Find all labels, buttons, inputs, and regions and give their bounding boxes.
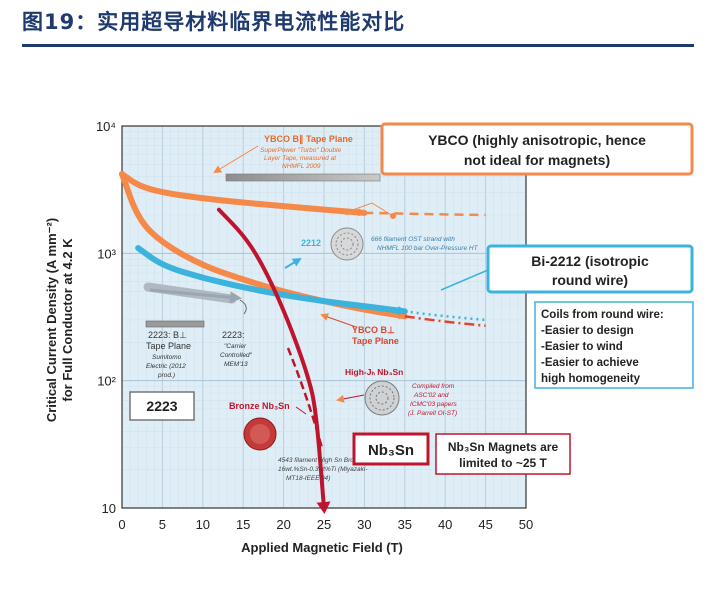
b2212-label: 2212 xyxy=(301,238,321,248)
figure-title: 图19：实用超导材料临界电流性能对比 xyxy=(22,10,406,34)
ybco-par-marker-link xyxy=(346,202,394,217)
y-tick-label: 10 xyxy=(102,501,116,516)
highj-note-4: (J. Parrell OI-ST) xyxy=(408,410,457,417)
y-tick-labels: 10⁴ 10³ 10² 10 xyxy=(96,119,117,516)
series-ybco-b-tape-plane-line xyxy=(119,170,368,217)
callout-nb3sn-limit-line1: Nb₃Sn Magnets are xyxy=(448,440,559,454)
ybco-perp-label-1: YBCO B⊥ xyxy=(352,325,395,335)
highj-note-3: ICMC'03 papers xyxy=(410,401,458,408)
x-tick-labels: 0 5 10 15 20 25 30 35 40 45 50 xyxy=(118,517,533,532)
x-axis-label: Applied Magnetic Field (T) xyxy=(241,540,403,555)
callout-coils-line4: -Easier to achieve xyxy=(541,357,639,369)
bronze-note-2: 16wt.%Sn-0.3wt%Ti (Miyazaki- xyxy=(278,466,368,473)
title-rule xyxy=(22,44,694,47)
b2212-strand-icon xyxy=(330,227,364,261)
callout-ybco-line1: YBCO (highly anisotropic, hence xyxy=(428,132,646,148)
series-ybco-b-tape-plane-extension xyxy=(404,315,486,327)
callout-2223-text: 2223 xyxy=(146,398,177,414)
bronze-note-1: 4543 filament High Sn Bronze- xyxy=(278,457,367,464)
x-tick-label: 5 xyxy=(159,517,166,532)
bi2223-cc-note-1: "Carrier xyxy=(224,343,247,350)
bi2223-tape-icon xyxy=(145,320,205,328)
x-tick-label: 20 xyxy=(276,517,290,532)
highj-label: High-Jₕ Nb₃Sn xyxy=(345,367,403,377)
highj-strand-icon xyxy=(364,380,400,416)
x-tick-label: 10 xyxy=(196,517,210,532)
bi2223-cc-label: 2223: xyxy=(222,330,245,340)
y-tick-label: 10² xyxy=(97,374,116,389)
ybco-par-note-3: NHMFL 2009 xyxy=(282,163,321,170)
bi2223-cc-note-3: MEM'13 xyxy=(224,361,248,368)
x-tick-label: 50 xyxy=(519,517,533,532)
y-axis-label-line1: Critical Current Density (A mm⁻²) xyxy=(44,218,59,422)
bi2223-par-note-3: prod.) xyxy=(157,372,175,379)
series-2212-line xyxy=(135,245,408,315)
x-tick-label: 25 xyxy=(317,517,331,532)
bronze-pointer xyxy=(295,406,307,415)
highj-pointer xyxy=(336,394,365,403)
series-nb-sn-line xyxy=(216,207,331,514)
callout-nb3sn-text: Nb₃Sn xyxy=(368,442,414,459)
callout-nb3sn-limit xyxy=(435,433,571,475)
x-tick-label: 0 xyxy=(118,517,125,532)
x-tick-label: 45 xyxy=(478,517,492,532)
x-tick-label: 35 xyxy=(398,517,412,532)
series-layer xyxy=(119,170,486,514)
y-axis-label: Critical Current Density (A mm⁻²) for Fu… xyxy=(44,218,75,422)
ybco-par-note-2: Layer Tape, measured at xyxy=(264,155,337,162)
ybco-par-note-1: SuperPower "Turbo" Double xyxy=(260,147,341,154)
highj-note-2: ASC'02 and xyxy=(413,392,449,399)
grid xyxy=(122,126,526,508)
bi2223-par-arrow xyxy=(149,288,242,304)
callout-bi2212 xyxy=(486,244,694,294)
x-tick-label: 15 xyxy=(236,517,250,532)
bi2223-par-note-2: Electric (2012 xyxy=(146,363,186,370)
highj-nb3sn-curve xyxy=(286,347,324,449)
x-tick-label: 40 xyxy=(438,517,452,532)
highj-note-1: Compiled from xyxy=(412,383,455,390)
callout-bi2212-connector xyxy=(440,269,489,291)
callout-nb3sn xyxy=(352,432,430,466)
b2212-note-2: NHMFL 100 bar Over-Pressure HT xyxy=(377,245,479,252)
ybco-perp-label-2: Tape Plane xyxy=(352,336,399,346)
callout-bi2212-line2: round wire) xyxy=(552,272,628,288)
callout-2223 xyxy=(129,391,195,421)
callout-nb3sn-limit-line2: limited to ~25 T xyxy=(459,456,547,470)
ybco-par-pointer xyxy=(213,145,259,174)
b2212-note-1: 666 filament OST strand with xyxy=(371,236,455,243)
bi2223-par-label-1: 2223: B⊥ xyxy=(148,330,187,340)
bronze-label: Bronze Nb₃Sn xyxy=(229,401,290,411)
bi2223-par-note-1: Sumitomo xyxy=(152,354,182,361)
callout-coils-line2: -Easier to design xyxy=(541,325,634,337)
callout-bi2212-line1: Bi-2212 (isotropic xyxy=(531,253,649,269)
y-axis-label-line2: for Full Conductor at 4.2 K xyxy=(60,238,75,402)
bronze-strand-icon xyxy=(243,417,277,451)
callout-coils-line1: Coils from round wire: xyxy=(541,309,664,321)
bronze-note-3: MT18-IEEE'04) xyxy=(286,475,330,482)
ybco-tape-illustration xyxy=(225,173,381,182)
callout-ybco-line2: not ideal for magnets) xyxy=(464,152,610,168)
bi2223-par-label-2: Tape Plane xyxy=(146,341,191,351)
ybco-par-label: YBCO B∥ Tape Plane xyxy=(264,134,353,145)
ybco-perp-pointer xyxy=(320,313,357,328)
bi2223-cc-note-2: Controlled" xyxy=(220,352,253,359)
b2212-pointer-arrow xyxy=(284,257,302,269)
series-ybco-b-tape-plane-extension xyxy=(364,211,486,217)
y-tick-label: 10⁴ xyxy=(96,119,116,134)
callout-coils-line5: high homogeneity xyxy=(541,373,641,385)
y-tick-label: 10³ xyxy=(97,246,116,261)
callout-ybco xyxy=(380,122,694,176)
x-tick-label: 30 xyxy=(357,517,371,532)
callout-coils-line3: -Easier to wind xyxy=(541,341,623,353)
callout-coils xyxy=(534,301,694,389)
bi2223-cc-pointer xyxy=(239,299,247,315)
